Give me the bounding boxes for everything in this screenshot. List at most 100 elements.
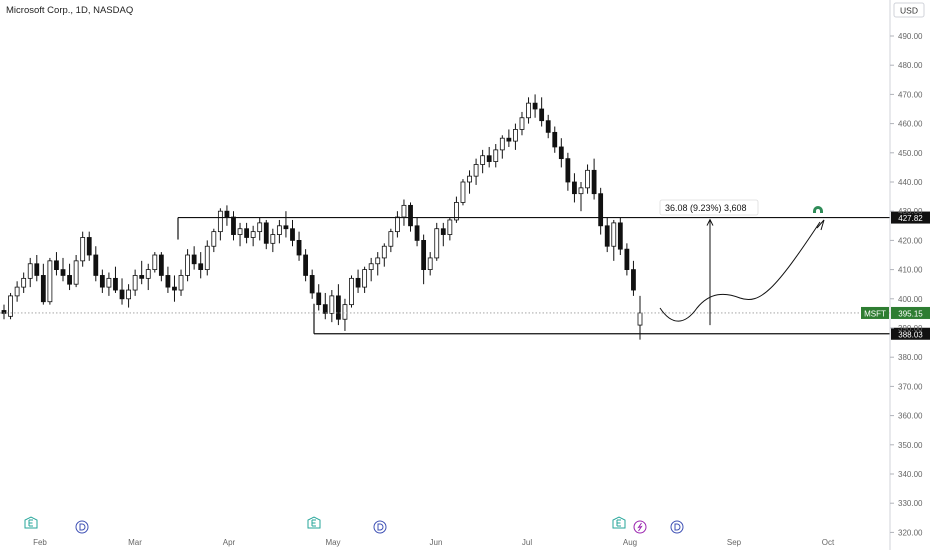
candle-down[interactable] [440,228,446,235]
candle-up[interactable] [578,187,584,195]
candle-down[interactable] [617,222,623,250]
candle-up[interactable] [585,169,590,189]
candle-up[interactable] [47,260,53,303]
candle-down[interactable] [158,254,164,276]
candle-down[interactable] [99,275,105,288]
candle-down[interactable] [572,181,577,195]
candle-down[interactable] [296,239,302,256]
candle-down[interactable] [165,275,171,288]
candle-down[interactable] [34,263,40,276]
candle-up[interactable] [349,277,354,306]
candle-up[interactable] [152,254,158,271]
candle-up[interactable] [145,269,151,279]
candle-up[interactable] [611,222,617,247]
candle-up[interactable] [257,222,263,233]
candle-up[interactable] [526,102,531,119]
candle-down[interactable] [506,137,512,142]
candle-down[interactable] [624,248,630,271]
candle-down[interactable] [198,263,204,271]
candle-down[interactable] [552,131,558,148]
candle-up[interactable] [204,245,210,271]
candle-down[interactable] [1,310,7,314]
candle-up[interactable] [211,231,217,247]
candle-up[interactable] [80,237,86,262]
candle-up[interactable] [473,164,479,177]
candle-up[interactable] [493,149,499,162]
candle-up[interactable] [276,225,282,235]
candle-up[interactable] [126,289,131,300]
candle-up[interactable] [499,137,505,151]
candle-up[interactable] [21,277,27,288]
candle-down[interactable] [119,289,125,300]
candle-up[interactable] [637,312,643,326]
magnet-icon[interactable] [813,206,823,213]
candle-down[interactable] [486,155,492,162]
candle-down[interactable] [539,108,545,122]
candle-up[interactable] [454,202,459,221]
candle-up[interactable] [270,234,276,244]
candle-down[interactable] [591,169,597,195]
candle-up[interactable] [237,228,243,235]
candle-down[interactable] [40,275,46,303]
candle-down[interactable] [113,277,118,291]
candle-down[interactable] [355,277,361,288]
candle-down[interactable] [283,225,289,230]
candle-down[interactable] [598,193,604,227]
candle-down[interactable] [67,275,72,285]
candle-down[interactable] [631,269,636,291]
candle-up[interactable] [8,295,13,317]
candle-down[interactable] [244,228,249,238]
candle-up[interactable] [27,263,33,279]
candle-up[interactable] [106,277,112,288]
time-axis[interactable]: Feb Mar Apr May Jun Jul Aug Sep Oct [33,538,835,547]
currency-button[interactable] [893,2,925,18]
candle-down[interactable] [86,237,92,256]
candle-down[interactable] [93,254,99,276]
candle-up[interactable] [447,219,453,235]
candle-down[interactable] [322,304,328,314]
candle-down[interactable] [421,239,427,270]
candle-down[interactable] [558,146,564,160]
candle-up[interactable] [467,175,472,183]
candle-down[interactable] [414,225,420,241]
price-axis[interactable]: 490.00 480.00 470.00 460.00 450.00 440.00 430.… [890,32,923,537]
candle-up[interactable] [368,263,374,271]
candle-up[interactable] [178,275,184,291]
candle-down[interactable] [60,269,66,276]
candle-up[interactable] [434,228,440,259]
candle-up[interactable] [250,231,256,238]
candle-up[interactable] [132,275,138,291]
dividend-icon[interactable] [670,520,684,534]
candle-down[interactable] [172,286,177,291]
candle-down[interactable] [309,275,315,294]
candle-down[interactable] [263,222,269,244]
candle-up[interactable] [217,210,223,233]
candle-up[interactable] [401,204,407,218]
candle-down[interactable] [224,210,230,218]
candle-down[interactable] [191,254,197,265]
candle-down[interactable] [303,254,309,276]
candle-down[interactable] [408,204,413,227]
candle-down[interactable] [335,295,341,320]
candle-down[interactable] [532,102,538,110]
candle-down[interactable] [545,120,551,133]
candle-down[interactable] [290,228,295,241]
candle-up[interactable] [342,304,348,320]
candle-up[interactable] [329,295,335,314]
dividend-icon[interactable] [75,520,89,534]
candle-up[interactable] [14,286,20,297]
candle-down[interactable] [139,275,145,279]
candle-down[interactable] [231,216,236,235]
candle-up[interactable] [427,257,433,271]
candle-up[interactable] [73,260,79,285]
candle-up[interactable] [460,181,466,203]
candle-down[interactable] [565,158,571,183]
projection-path[interactable] [659,221,821,322]
candle-up[interactable] [381,245,387,259]
candle-up[interactable] [185,254,190,276]
candle-up[interactable] [375,257,381,265]
candle-up[interactable] [362,269,368,288]
candle-up[interactable] [513,129,518,142]
dividend-icon[interactable] [373,520,387,534]
